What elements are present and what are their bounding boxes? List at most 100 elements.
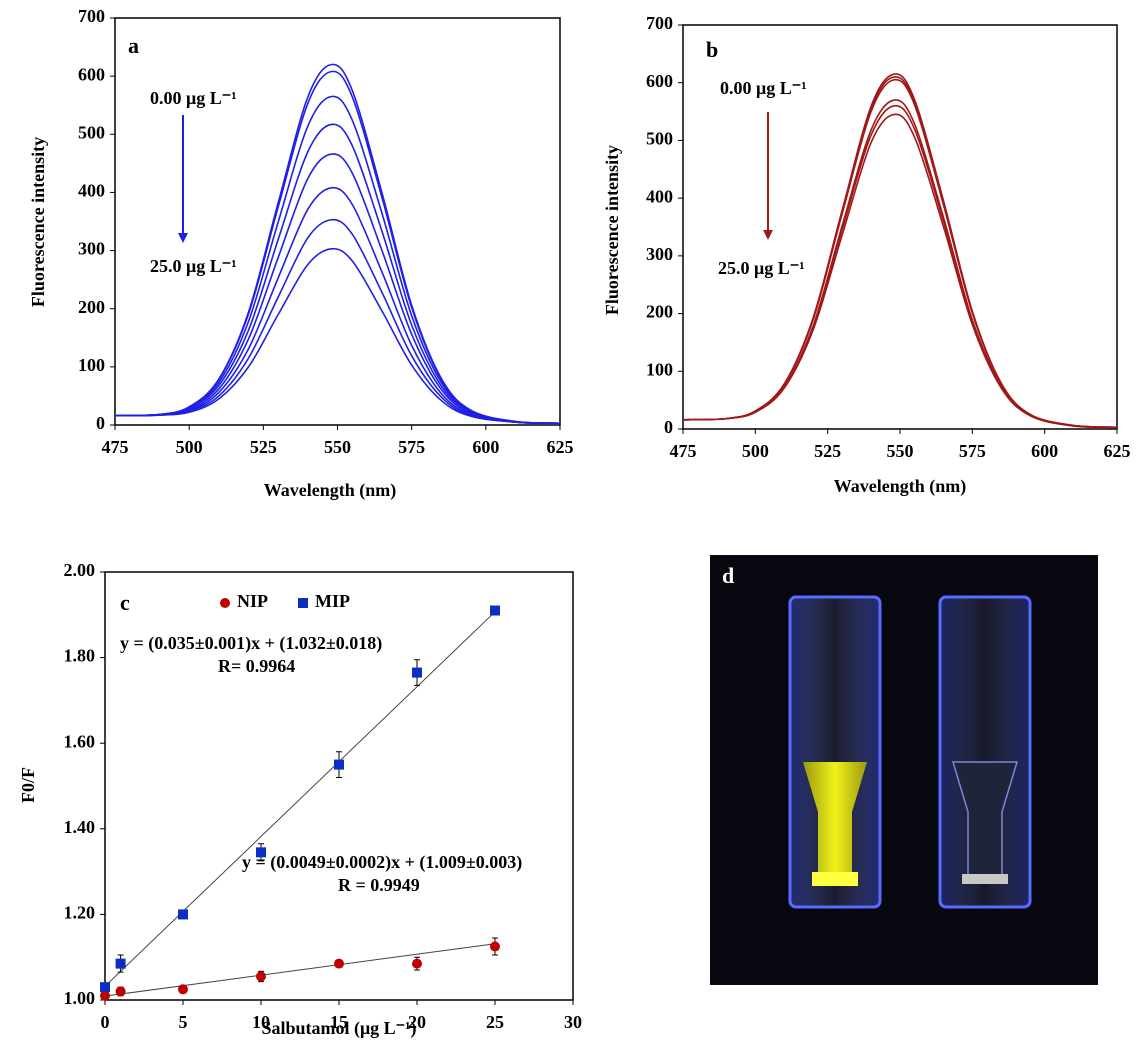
y-tick-label: 1.40 — [64, 817, 96, 837]
y-axis-label: F0/F — [18, 767, 38, 803]
x-tick-label: 500 — [176, 437, 203, 457]
y-tick-label: 700 — [646, 13, 673, 33]
x-tick-label: 550 — [324, 437, 351, 457]
spectrum-line — [682, 78, 1118, 429]
spectrum-line — [114, 95, 561, 425]
x-tick-label: 600 — [1031, 441, 1058, 461]
y-tick-label: 700 — [78, 6, 105, 26]
annotation: 0.00 μg L⁻¹ — [720, 78, 807, 98]
point — [256, 971, 266, 982]
y-tick-label: 0 — [664, 417, 673, 437]
spectrum-line — [114, 218, 561, 425]
y-tick-label: 600 — [646, 71, 673, 91]
legend-label: NIP — [237, 591, 268, 611]
x-tick-label: 600 — [472, 437, 499, 457]
spectrum-line — [114, 70, 561, 425]
spectrum-line — [114, 186, 561, 425]
point — [412, 958, 422, 969]
point — [178, 909, 188, 920]
chart: 0 5 10 15 20 25 30 1.00 1.20 1.40 1.60 1.80 2.00 Salb… — [18, 560, 582, 1039]
annotation: 25.0 μg L⁻¹ — [150, 256, 237, 276]
spectrum-line — [682, 73, 1118, 429]
point — [256, 847, 266, 858]
point — [115, 958, 126, 969]
point — [412, 667, 422, 678]
chart: 475 500 525 550 575 600 625 0 100 200 300 400 500 600… — [602, 13, 1130, 497]
point — [490, 605, 500, 616]
x-tick-label: 475 — [670, 441, 697, 461]
y-tick-label: 0 — [96, 413, 105, 433]
y-axis-label: Fluorescence intensity — [602, 145, 622, 315]
panel-label: d — [722, 563, 734, 588]
x-tick-label: 525 — [814, 441, 841, 461]
x-axis-label: Salbutamol (μg L⁻¹) — [261, 1018, 416, 1039]
x-tick-label: 475 — [102, 437, 129, 457]
x-tick-label: 625 — [547, 437, 574, 457]
y-tick-label: 400 — [78, 181, 105, 201]
panel-label: a — [128, 33, 139, 58]
cuvette-left — [788, 595, 882, 909]
x-tick-label: 5 — [179, 1012, 188, 1032]
y-tick-label: 200 — [78, 297, 105, 317]
x-tick-label: 525 — [250, 437, 277, 457]
panel-label: c — [120, 590, 130, 615]
x-tick-label: 575 — [398, 437, 425, 457]
spectrum-line — [114, 153, 561, 425]
trendline — [104, 943, 496, 997]
y-tick-label: 300 — [78, 239, 105, 259]
y-tick-label: 100 — [646, 359, 673, 379]
x-tick-label: 20 — [408, 1012, 426, 1032]
point — [100, 990, 110, 1001]
point — [100, 982, 110, 993]
annotation: y = (0.0049±0.0002)x + (1.009±0.003) — [242, 852, 522, 873]
y-tick-label: 1.80 — [64, 646, 96, 666]
x-tick-label: 550 — [887, 441, 914, 461]
x-tick-label: 575 — [959, 441, 986, 461]
photo-background — [710, 555, 1098, 985]
y-tick-label: 1.00 — [64, 988, 96, 1008]
y-tick-label: 200 — [646, 302, 673, 322]
y-tick-label: 100 — [78, 355, 105, 375]
y-tick-label: 2.00 — [64, 560, 96, 580]
y-tick-label: 600 — [78, 64, 105, 84]
y-tick-label: 400 — [646, 186, 673, 206]
photo: d — [710, 555, 1098, 985]
y-tick-label: 500 — [646, 129, 673, 149]
y-tick-label: 300 — [646, 244, 673, 264]
x-tick-label: 500 — [742, 441, 769, 461]
point — [334, 759, 344, 770]
x-tick-label: 25 — [486, 1012, 504, 1032]
x-tick-label: 15 — [330, 1012, 348, 1032]
plot-frame — [114, 17, 561, 426]
point — [115, 986, 126, 997]
arrow-head — [178, 233, 188, 243]
annotation: y = (0.035±0.001)x + (1.032±0.018) — [120, 633, 382, 654]
spectrum-line — [114, 247, 561, 425]
x-tick-label: 625 — [1104, 441, 1131, 461]
x-tick-label: 10 — [252, 1012, 270, 1032]
x-tick-label: 0 — [101, 1012, 110, 1032]
legend-marker — [298, 598, 308, 608]
chart: 475 500 525 550 575 600 625 0 100 200 300 400 500 600… — [28, 6, 573, 501]
annotation: R = 0.9949 — [338, 875, 420, 895]
arrow-head — [763, 230, 773, 240]
trendline — [104, 611, 496, 987]
x-axis-label: Wavelength (nm) — [264, 480, 397, 501]
annotation: R= 0.9964 — [218, 656, 295, 676]
spectrum-line — [114, 63, 561, 425]
cuvette-right — [938, 595, 1032, 909]
legend-marker — [220, 598, 230, 608]
spectrum-line — [114, 123, 561, 425]
spectrum-line — [682, 76, 1118, 429]
point — [490, 941, 500, 952]
y-tick-label: 1.20 — [64, 903, 96, 923]
panel-label: b — [706, 37, 718, 62]
spectrum-line — [682, 113, 1118, 429]
legend-label: MIP — [315, 591, 350, 611]
point — [334, 958, 344, 969]
annotation: 0.00 μg L⁻¹ — [150, 88, 237, 108]
y-axis-label: Fluorescence intensity — [28, 137, 48, 307]
x-tick-label: 30 — [564, 1012, 582, 1032]
